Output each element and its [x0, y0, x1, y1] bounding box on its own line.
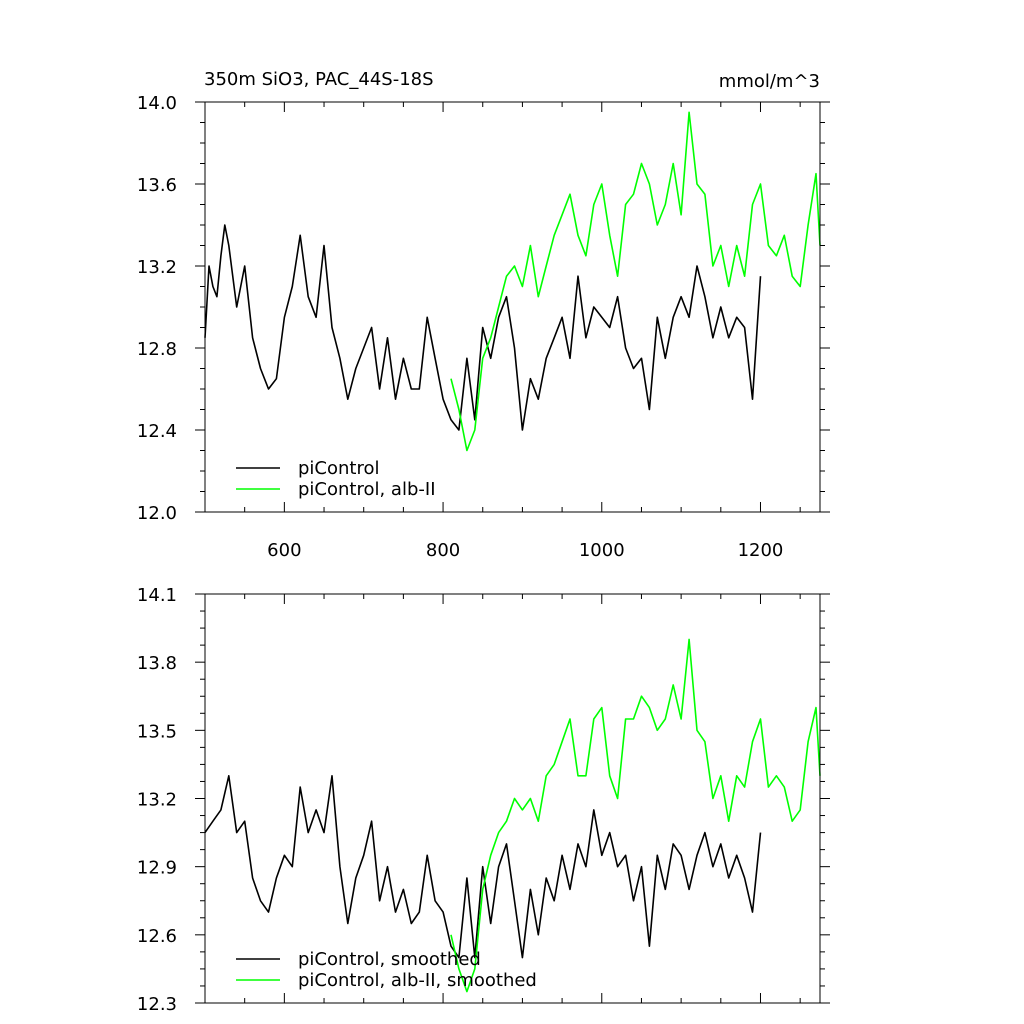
x-tick-label: 600 — [267, 540, 301, 561]
y-tick-label: 14.0 — [137, 93, 177, 114]
series-line-picontrol — [204, 774, 762, 959]
bottom-panel: 12.3 12.6 12.9 13.2 13.5 13.8 14.1 piControl, s… — [137, 585, 830, 1015]
x-tick-label: 1000 — [579, 540, 625, 561]
y-tick-label: 12.8 — [137, 339, 177, 360]
y-tick-label: 13.8 — [137, 653, 177, 674]
y-tick-label: 13.5 — [137, 721, 177, 742]
legend-label: piControl, alb-II, smoothed — [298, 970, 537, 991]
x-tick-label: 1200 — [738, 540, 784, 561]
y-tick-label: 12.3 — [137, 994, 177, 1015]
y-tick-label: 12.9 — [137, 858, 177, 879]
chart-title: 350m SiO3, PAC_44S-18S — [204, 69, 434, 90]
y-tick-label: 13.2 — [137, 790, 177, 811]
legend-label: piControl, smoothed — [298, 949, 481, 970]
legend-label: piControl, alb-II — [298, 479, 436, 500]
y-tick-label: 13.2 — [137, 257, 177, 278]
y-tick-label: 12.4 — [137, 421, 177, 442]
x-tick-label: 800 — [426, 540, 460, 561]
y-tick-label: 13.6 — [137, 175, 177, 196]
units-label: mmol/m^3 — [719, 71, 820, 92]
legend-label: piControl — [298, 458, 380, 479]
series-line-picontrol-alb-ii — [450, 638, 821, 993]
y-tick-label: 12.6 — [137, 926, 177, 947]
series-line-picontrol — [204, 224, 762, 431]
y-tick-label: 12.0 — [137, 503, 177, 524]
top-panel: 600 800 1000 1200 12.0 12.4 12.8 13.2 13.6 14.0 pi… — [137, 93, 830, 561]
y-tick-label: 14.1 — [137, 585, 177, 606]
series-line-picontrol-alb-ii — [450, 111, 821, 452]
